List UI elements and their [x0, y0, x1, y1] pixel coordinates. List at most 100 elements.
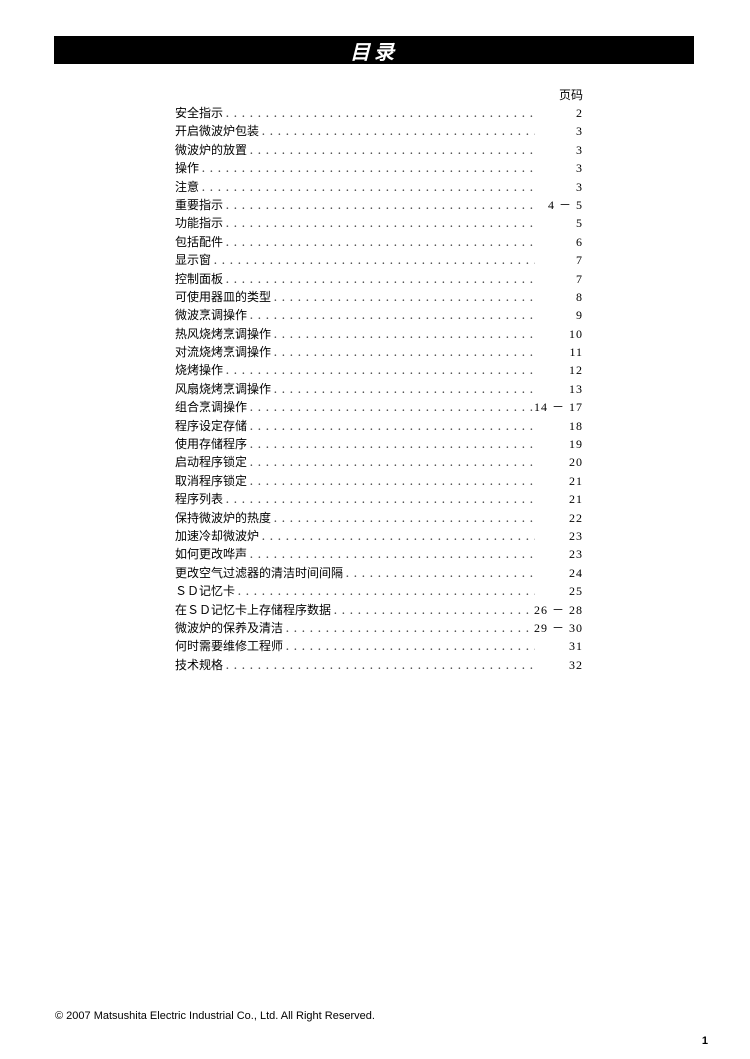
toc-label: 热风烧烤烹调操作	[175, 325, 271, 342]
toc-label: 显示窗	[175, 251, 211, 268]
toc-row: 组合烹调操作．．．．．．．．．．．．．．．．．．．．．．．．．．．．．．．．．．…	[175, 398, 583, 416]
toc-dots: ．．．．．．．．．．．．．．．．．．．．．．．．．．．．．．．．．．．．．．．．…	[247, 399, 534, 414]
toc-dots: ．．．．．．．．．．．．．．．．．．．．．．．．．．．．．．．．．．．．．．．．…	[199, 160, 535, 175]
toc-label: 如何更改哗声	[175, 545, 247, 562]
toc-dots: ．．．．．．．．．．．．．．．．．．．．．．．．．．．．．．．．．．．．．．．．…	[247, 142, 535, 157]
toc-dots: ．．．．．．．．．．．．．．．．．．．．．．．．．．．．．．．．．．．．．．．．…	[223, 271, 535, 286]
toc-label: 更改空气过滤器的清洁时间间隔	[175, 564, 343, 581]
toc-dots: ．．．．．．．．．．．．．．．．．．．．．．．．．．．．．．．．．．．．．．．．…	[223, 215, 535, 230]
toc-label: 微波炉的保养及清洁	[175, 619, 283, 636]
toc-page: 3	[535, 143, 583, 158]
toc-page: 5	[535, 216, 583, 231]
toc-row: 开启微波炉包装．．．．．．．．．．．．．．．．．．．．．．．．．．．．．．．．．…	[175, 122, 583, 140]
toc-label: 组合烹调操作	[175, 398, 247, 415]
toc-label: 安全指示	[175, 104, 223, 121]
toc-row: 可使用器皿的类型．．．．．．．．．．．．．．．．．．．．．．．．．．．．．．．．…	[175, 288, 583, 306]
toc-dots: ．．．．．．．．．．．．．．．．．．．．．．．．．．．．．．．．．．．．．．．．…	[283, 638, 535, 653]
toc-page: 19	[535, 437, 583, 452]
toc-label: 开启微波炉包装	[175, 122, 259, 139]
toc-row: 控制面板．．．．．．．．．．．．．．．．．．．．．．．．．．．．．．．．．．．．…	[175, 270, 583, 288]
toc-row: 微波炉的放置．．．．．．．．．．．．．．．．．．．．．．．．．．．．．．．．．．…	[175, 141, 583, 159]
toc-dots: ．．．．．．．．．．．．．．．．．．．．．．．．．．．．．．．．．．．．．．．．…	[247, 418, 535, 433]
toc-label: 可使用器皿的类型	[175, 288, 271, 305]
toc-row: 对流烧烤烹调操作．．．．．．．．．．．．．．．．．．．．．．．．．．．．．．．．…	[175, 343, 583, 361]
toc-page: 21	[535, 492, 583, 507]
toc-label: 操作	[175, 159, 199, 176]
toc-page: 20	[535, 455, 583, 470]
toc-label: 何时需要维修工程师	[175, 637, 283, 654]
toc-page: 24	[535, 566, 583, 581]
toc-row: 取消程序锁定．．．．．．．．．．．．．．．．．．．．．．．．．．．．．．．．．．…	[175, 472, 583, 490]
toc-dots: ．．．．．．．．．．．．．．．．．．．．．．．．．．．．．．．．．．．．．．．．…	[259, 123, 535, 138]
toc-label: 功能指示	[175, 214, 223, 231]
toc-row: 在ＳＤ记忆卡上存储程序数据．．．．．．．．．．．．．．．．．．．．．．．．．．．…	[175, 601, 583, 619]
toc-dots: ．．．．．．．．．．．．．．．．．．．．．．．．．．．．．．．．．．．．．．．．…	[271, 510, 535, 525]
toc-label: 取消程序锁定	[175, 472, 247, 489]
toc-row: 如何更改哗声．．．．．．．．．．．．．．．．．．．．．．．．．．．．．．．．．．…	[175, 545, 583, 563]
toc-label: 微波烹调操作	[175, 306, 247, 323]
toc-page: 29 － 30	[534, 619, 583, 636]
toc-label: 技术规格	[175, 656, 223, 673]
footer-copyright: © 2007 Matsushita Electric Industrial Co…	[55, 1010, 375, 1022]
toc-dots: ．．．．．．．．．．．．．．．．．．．．．．．．．．．．．．．．．．．．．．．．…	[259, 528, 535, 543]
toc-row: 风扇烧烤烹调操作．．．．．．．．．．．．．．．．．．．．．．．．．．．．．．．．…	[175, 380, 583, 398]
toc-page: 26 － 28	[534, 601, 583, 618]
toc-row: 保持微波炉的热度．．．．．．．．．．．．．．．．．．．．．．．．．．．．．．．．…	[175, 509, 583, 527]
toc-row: 使用存储程序．．．．．．．．．．．．．．．．．．．．．．．．．．．．．．．．．．…	[175, 435, 583, 453]
toc-page: 3	[535, 124, 583, 139]
toc-dots: ．．．．．．．．．．．．．．．．．．．．．．．．．．．．．．．．．．．．．．．．…	[223, 234, 535, 249]
page-number: 1	[702, 1035, 708, 1047]
toc-row: 启动程序锁定．．．．．．．．．．．．．．．．．．．．．．．．．．．．．．．．．．…	[175, 453, 583, 471]
toc-page: 25	[535, 584, 583, 599]
toc-label: 启动程序锁定	[175, 453, 247, 470]
toc-label: 对流烧烤烹调操作	[175, 343, 271, 360]
toc-dots: ．．．．．．．．．．．．．．．．．．．．．．．．．．．．．．．．．．．．．．．．…	[283, 620, 534, 635]
toc-dots: ．．．．．．．．．．．．．．．．．．．．．．．．．．．．．．．．．．．．．．．．…	[271, 326, 535, 341]
toc-page: 6	[535, 235, 583, 250]
toc-dots: ．．．．．．．．．．．．．．．．．．．．．．．．．．．．．．．．．．．．．．．．…	[343, 565, 535, 580]
toc-row: 程序列表．．．．．．．．．．．．．．．．．．．．．．．．．．．．．．．．．．．．…	[175, 490, 583, 508]
toc-page: 12	[535, 363, 583, 378]
toc-label: 程序列表	[175, 490, 223, 507]
toc-row: 重要指示．．．．．．．．．．．．．．．．．．．．．．．．．．．．．．．．．．．．…	[175, 196, 583, 214]
toc-label: 使用存储程序	[175, 435, 247, 452]
toc-page: 2	[535, 106, 583, 121]
toc-page: 7	[535, 253, 583, 268]
toc-row: 显示窗．．．．．．．．．．．．．．．．．．．．．．．．．．．．．．．．．．．．．…	[175, 251, 583, 269]
header-title: 目录	[350, 36, 398, 65]
toc-dots: ．．．．．．．．．．．．．．．．．．．．．．．．．．．．．．．．．．．．．．．．…	[199, 179, 535, 194]
toc-row: 何时需要维修工程师．．．．．．．．．．．．．．．．．．．．．．．．．．．．．．．…	[175, 637, 583, 655]
toc-page: 9	[535, 308, 583, 323]
toc-page: 31	[535, 639, 583, 654]
toc-page: 13	[535, 382, 583, 397]
toc-dots: ．．．．．．．．．．．．．．．．．．．．．．．．．．．．．．．．．．．．．．．．…	[247, 307, 535, 322]
toc-dots: ．．．．．．．．．．．．．．．．．．．．．．．．．．．．．．．．．．．．．．．．…	[247, 436, 535, 451]
toc-page: 4 － 5	[535, 196, 583, 213]
toc-dots: ．．．．．．．．．．．．．．．．．．．．．．．．．．．．．．．．．．．．．．．．…	[223, 362, 535, 377]
toc-dots: ．．．．．．．．．．．．．．．．．．．．．．．．．．．．．．．．．．．．．．．．…	[247, 473, 535, 488]
toc-row: 安全指示．．．．．．．．．．．．．．．．．．．．．．．．．．．．．．．．．．．．…	[175, 104, 583, 122]
toc-label: 在ＳＤ记忆卡上存储程序数据	[175, 601, 331, 618]
toc-label: 控制面板	[175, 270, 223, 287]
toc-dots: ．．．．．．．．．．．．．．．．．．．．．．．．．．．．．．．．．．．．．．．．…	[271, 289, 535, 304]
toc-row: 加速冷却微波炉．．．．．．．．．．．．．．．．．．．．．．．．．．．．．．．．．…	[175, 527, 583, 545]
toc-label: ＳＤ记忆卡	[175, 582, 235, 599]
toc-label: 重要指示	[175, 196, 223, 213]
toc-row: 功能指示．．．．．．．．．．．．．．．．．．．．．．．．．．．．．．．．．．．．…	[175, 214, 583, 232]
toc-dots: ．．．．．．．．．．．．．．．．．．．．．．．．．．．．．．．．．．．．．．．．…	[247, 546, 535, 561]
toc-dots: ．．．．．．．．．．．．．．．．．．．．．．．．．．．．．．．．．．．．．．．．…	[223, 197, 535, 212]
toc-page: 21	[535, 474, 583, 489]
page-label: 页码	[175, 86, 583, 103]
toc-label: 注意	[175, 178, 199, 195]
toc-page: 7	[535, 272, 583, 287]
toc-row: 热风烧烤烹调操作．．．．．．．．．．．．．．．．．．．．．．．．．．．．．．．．…	[175, 325, 583, 343]
toc-row: 更改空气过滤器的清洁时间间隔．．．．．．．．．．．．．．．．．．．．．．．．．．…	[175, 564, 583, 582]
toc-row: 微波炉的保养及清洁．．．．．．．．．．．．．．．．．．．．．．．．．．．．．．．…	[175, 619, 583, 637]
header-bar: 目录	[54, 36, 694, 64]
toc-page: 23	[535, 529, 583, 544]
toc-dots: ．．．．．．．．．．．．．．．．．．．．．．．．．．．．．．．．．．．．．．．．…	[235, 583, 535, 598]
toc-row: 烧烤操作．．．．．．．．．．．．．．．．．．．．．．．．．．．．．．．．．．．．…	[175, 361, 583, 379]
toc-page: 11	[535, 345, 583, 360]
toc-label: 保持微波炉的热度	[175, 509, 271, 526]
toc-dots: ．．．．．．．．．．．．．．．．．．．．．．．．．．．．．．．．．．．．．．．．…	[223, 491, 535, 506]
